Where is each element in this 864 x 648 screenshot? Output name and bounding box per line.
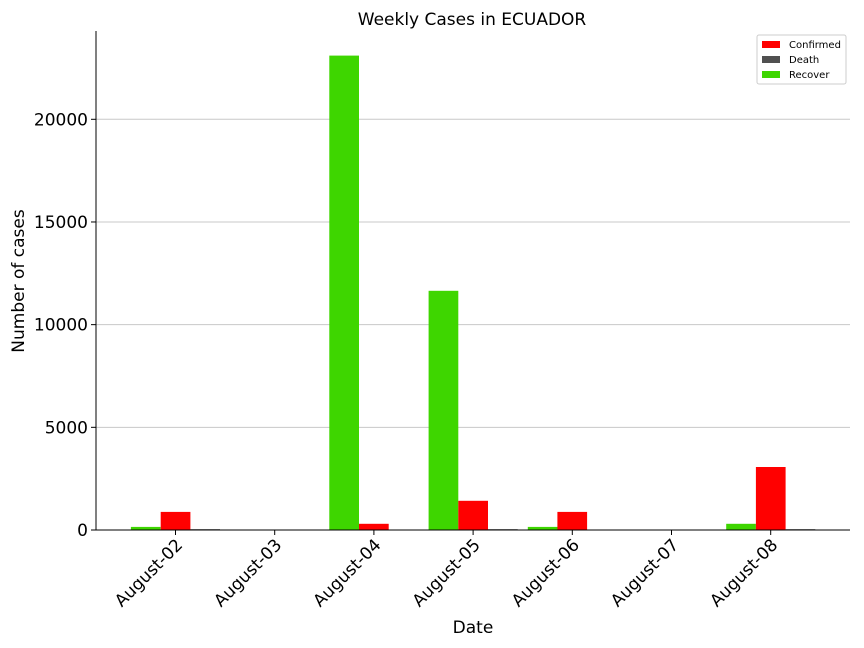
- x-tick-label-5: August-07: [607, 535, 683, 611]
- x-axis-title: Date: [453, 618, 494, 638]
- chart-title: Weekly Cases in ECUADOR: [358, 10, 587, 30]
- y-tick-label-3: 15000: [34, 213, 88, 233]
- bar-recover-august-08: [726, 524, 756, 530]
- legend-label-confirmed: Confirmed: [789, 40, 841, 51]
- y-axis-title: Number of cases: [9, 209, 29, 353]
- bar-confirmed-august-08: [756, 467, 786, 530]
- legend-swatch-recover: [762, 71, 780, 78]
- y-tick-label-1: 5000: [45, 418, 88, 438]
- legend-label-death: Death: [789, 55, 819, 66]
- bar-recover-august-04: [329, 56, 359, 530]
- x-tick-label-1: August-03: [210, 535, 286, 611]
- x-tick-label-4: August-06: [508, 535, 584, 611]
- x-tick-label-0: August-02: [111, 535, 187, 611]
- legend-swatch-confirmed: [762, 41, 780, 48]
- x-tick-label-2: August-04: [310, 535, 386, 611]
- x-tick-label-3: August-05: [409, 535, 485, 611]
- x-tick-label-6: August-08: [706, 535, 782, 611]
- legend-label-recover: Recover: [789, 70, 830, 81]
- gridlines: [96, 119, 850, 427]
- y-tick-label-0: 0: [77, 521, 88, 541]
- bar-confirmed-august-02: [161, 512, 191, 530]
- legend-swatch-death: [762, 56, 780, 63]
- bar-recover-august-05: [429, 291, 459, 530]
- y-tick-label-4: 20000: [34, 110, 88, 130]
- bar-confirmed-august-04: [359, 524, 389, 530]
- bars: [131, 56, 815, 530]
- y-tick-label-2: 10000: [34, 316, 88, 336]
- bar-confirmed-august-05: [458, 501, 488, 530]
- legend: Confirmed Death Recover: [757, 35, 846, 84]
- bar-confirmed-august-06: [557, 512, 587, 530]
